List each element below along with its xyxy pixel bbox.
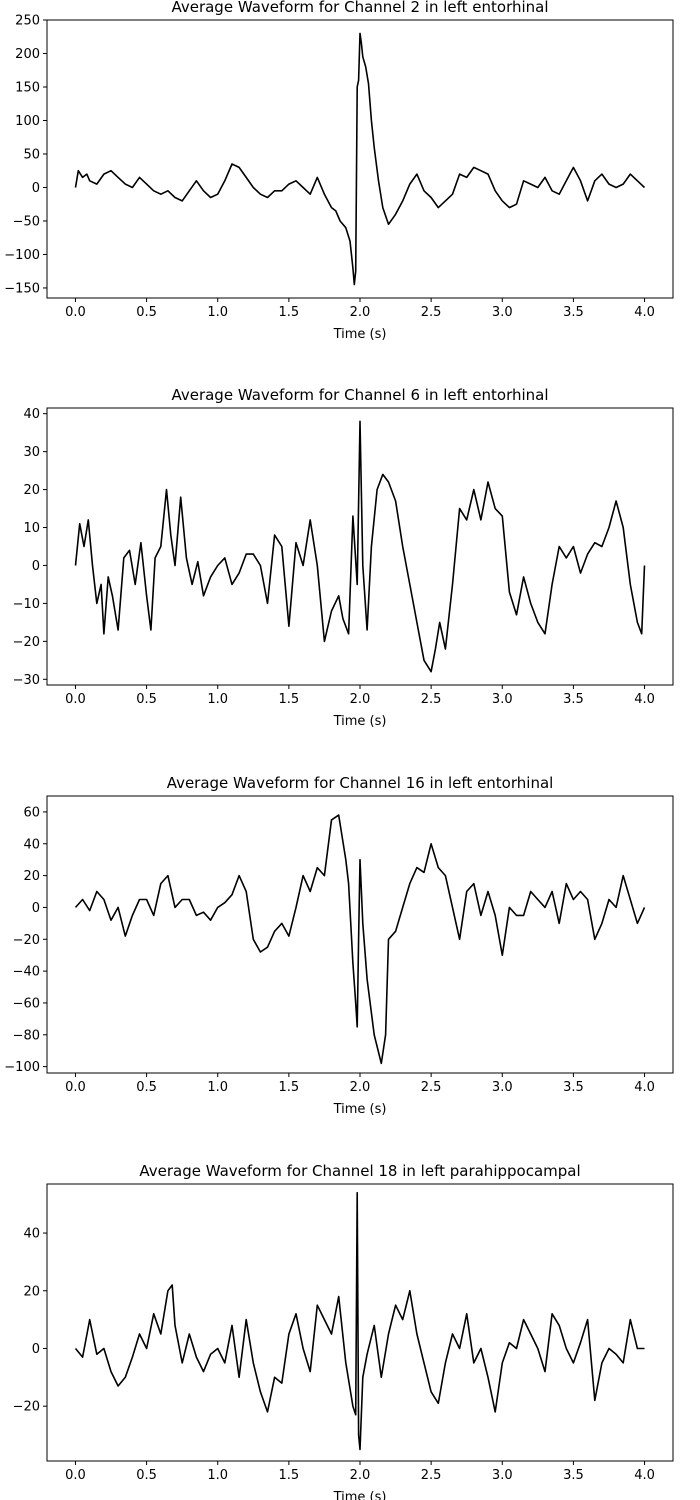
waveform-line-1 <box>74 32 646 286</box>
x-axis-label: Time (s) <box>333 1102 387 1117</box>
x-tick-label: 1.5 <box>279 1080 300 1095</box>
x-tick-label: 3.0 <box>492 1080 513 1095</box>
y-tick-label: −80 <box>13 1028 40 1043</box>
chart-panel-2: 0.0 0.5 1.0 1.5 2.0 2.5 3.0 3.5 4.0 40 30 20 10 0 −10 −… <box>13 386 674 729</box>
x-tick-label: 2.5 <box>421 692 442 707</box>
y-tick-label: −50 <box>13 214 40 229</box>
x-tick-label: 2.0 <box>350 1468 371 1483</box>
chart-panel-4: 0.0 0.5 1.0 1.5 2.0 2.5 3.0 3.5 4.0 40 20 0 −20 Avera… <box>13 1162 674 1500</box>
x-tick-label: 3.5 <box>563 1468 584 1483</box>
x-tick-label: 1.0 <box>207 305 228 320</box>
y-tick-label: −20 <box>13 933 40 948</box>
x-tick-label: 3.0 <box>492 1468 513 1483</box>
y-tick-label: −150 <box>4 281 40 296</box>
x-tick-label: 2.5 <box>421 305 442 320</box>
y-tick-label: 10 <box>23 521 40 536</box>
y-tick-label: −30 <box>13 673 40 688</box>
x-axis-label: Time (s) <box>333 714 387 729</box>
x-tick-label: 4.0 <box>634 1080 655 1095</box>
y-tick-label: −100 <box>4 248 40 263</box>
x-tick-label: 2.0 <box>350 305 371 320</box>
x-tick-label: 2.0 <box>350 1080 371 1095</box>
waveform-line-4 <box>74 1191 645 1451</box>
x-tick-label: 1.0 <box>207 1468 228 1483</box>
y-tick-label: −60 <box>13 996 40 1011</box>
waveform-line-2 <box>74 420 646 673</box>
y-tick-label: 200 <box>15 47 40 62</box>
x-tick-label: 0.0 <box>65 1080 86 1095</box>
x-tick-label: 1.5 <box>279 305 300 320</box>
x-tick-label: 1.0 <box>207 692 228 707</box>
y-tick-label: −40 <box>13 965 40 980</box>
y-tick-label: 40 <box>23 837 40 852</box>
y-tick-label: −20 <box>13 635 40 650</box>
x-tick-label: 0.0 <box>65 305 86 320</box>
x-tick-label: 0.5 <box>136 692 157 707</box>
plot-frame <box>46 1183 674 1462</box>
y-tick-label: 100 <box>15 114 40 129</box>
y-tick-label: 40 <box>23 407 40 422</box>
y-tick-label: 20 <box>23 1284 40 1299</box>
x-tick-label: 2.0 <box>350 692 371 707</box>
x-tick-label: 0.5 <box>136 305 157 320</box>
x-tick-label: 1.5 <box>279 692 300 707</box>
x-tick-label: 0.0 <box>65 692 86 707</box>
x-tick-label: 3.5 <box>563 1080 584 1095</box>
x-tick-label: 4.0 <box>634 1468 655 1483</box>
x-tick-label: 1.0 <box>207 1080 228 1095</box>
chart-panel-3: 0.0 0.5 1.0 1.5 2.0 2.5 3.0 3.5 4.0 60 40 20 0 −20 −40… <box>4 774 674 1117</box>
waveform-line-3 <box>74 814 646 1065</box>
y-tick-label: 30 <box>23 445 40 460</box>
x-tick-label: 3.0 <box>492 305 513 320</box>
x-tick-label: 3.5 <box>563 305 584 320</box>
x-tick-label: 4.0 <box>634 692 655 707</box>
x-tick-label: 3.5 <box>563 692 584 707</box>
plot-frame <box>46 795 674 1074</box>
chart-title: Average Waveform for Channel 16 in left … <box>167 774 554 792</box>
y-tick-label: 0 <box>32 1342 40 1357</box>
chart-title: Average Waveform for Channel 18 in left … <box>139 1162 580 1180</box>
y-tick-label: −100 <box>4 1060 40 1075</box>
chart-panel-1: 0.0 0.5 1.0 1.5 2.0 2.5 3.0 3.5 4.0 250 200 150 100 5… <box>4 0 674 342</box>
chart-title: Average Waveform for Channel 6 in left e… <box>171 386 548 404</box>
y-tick-label: 0 <box>32 901 40 916</box>
y-tick-label: −20 <box>13 1400 40 1415</box>
y-tick-label: 250 <box>15 14 40 29</box>
chart-title: Average Waveform for Channel 2 in left e… <box>171 0 548 16</box>
y-tick-label: 0 <box>32 181 40 196</box>
x-axis-label: Time (s) <box>333 1490 387 1500</box>
y-tick-label: 40 <box>23 1227 40 1242</box>
y-tick-label: 20 <box>23 869 40 884</box>
y-tick-label: 0 <box>32 559 40 574</box>
x-tick-label: 2.5 <box>421 1468 442 1483</box>
x-tick-label: 1.5 <box>279 1468 300 1483</box>
y-tick-label: 20 <box>23 483 40 498</box>
x-tick-label: 3.0 <box>492 692 513 707</box>
x-axis-label: Time (s) <box>333 327 387 342</box>
x-tick-label: 0.5 <box>136 1468 157 1483</box>
y-tick-label: 50 <box>23 147 40 162</box>
x-tick-label: 2.5 <box>421 1080 442 1095</box>
plot-frame <box>46 19 674 299</box>
x-tick-label: 0.5 <box>136 1080 157 1095</box>
x-tick-label: 0.0 <box>65 1468 86 1483</box>
x-tick-label: 4.0 <box>634 305 655 320</box>
y-tick-label: −10 <box>13 597 40 612</box>
y-tick-label: 150 <box>15 80 40 95</box>
y-tick-label: 60 <box>23 805 40 820</box>
